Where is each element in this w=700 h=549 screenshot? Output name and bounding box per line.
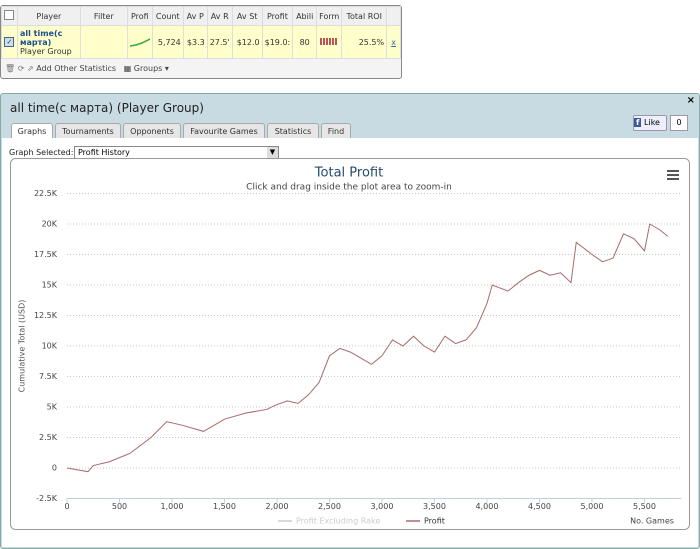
panel-title: all time(с марта) (Player Group)	[10, 101, 204, 115]
x-tick-label: 5,000	[581, 502, 604, 511]
like-button[interactable]: f Like	[633, 115, 667, 131]
tab[interactable]: Tournaments	[55, 123, 121, 139]
x-tick-label: 2,000	[266, 502, 289, 511]
y-tick-label: 7.5K	[39, 372, 58, 381]
x-tick-label: 4,000	[476, 502, 499, 511]
x-tick-label: 4,500	[528, 502, 551, 511]
chart-subtitle: Click and drag inside the plot area to z…	[246, 183, 452, 193]
x-tick-label: 3,500	[423, 502, 446, 511]
header[interactable]: Profit	[261, 6, 294, 26]
y-tick-label: 10K	[42, 342, 58, 351]
y-tick-label: 17.5K	[34, 250, 58, 259]
checkbox[interactable]	[1, 6, 18, 26]
tab[interactable]: Statistics	[267, 123, 319, 139]
y-axis-label: Cumulative Total (USD)	[18, 300, 27, 393]
y-tick-label: 22.5K	[34, 189, 58, 198]
player-name[interactable]: all time(с марта)	[19, 28, 63, 47]
cell: 25.5%	[341, 25, 388, 59]
form-bars	[316, 25, 343, 59]
header[interactable]: Av P	[182, 6, 208, 26]
groups[interactable]: Groups	[133, 64, 163, 73]
form-svg	[320, 38, 338, 45]
x-tick-label: 500	[112, 502, 127, 511]
cell: 80	[292, 25, 318, 59]
header[interactable]: Av R	[206, 6, 233, 26]
menu-icon[interactable]	[667, 170, 679, 180]
header[interactable]: Av St	[231, 6, 263, 26]
y-tick-label: 0	[52, 464, 57, 473]
tab[interactable]: Find	[321, 123, 351, 139]
profit-line	[66, 223, 668, 473]
header[interactable]: Filter	[79, 6, 128, 26]
chart-frame	[10, 158, 690, 530]
chart: Total Profit Click and drag inside the p…	[10, 158, 690, 530]
add-stats[interactable]: Add Other Statistics	[36, 64, 117, 73]
graph-select-value: Profit History	[78, 148, 130, 157]
sparkline	[126, 25, 153, 59]
y-tick-label: -2.5K	[36, 494, 58, 503]
like-label: Like	[644, 118, 660, 127]
y-tick-label: 20K	[42, 220, 58, 229]
cell: 27.5'	[206, 25, 233, 59]
x-tick-label: 0	[64, 502, 69, 511]
cell: $3.3	[182, 25, 208, 59]
y-tick-label: 2.5K	[39, 433, 58, 442]
x-tick-label: 2,500	[318, 502, 341, 511]
graph-selected-label: Graph Selected:	[9, 148, 74, 157]
header[interactable]: Count	[151, 6, 184, 26]
header[interactable]: Total ROI	[341, 6, 388, 26]
x-tick-label: 1,500	[213, 502, 236, 511]
legend-label[interactable]: Profit	[424, 517, 445, 526]
close[interactable]: ×	[686, 95, 695, 106]
x-tick-label: 3,000	[371, 502, 394, 511]
player-type: Player Group	[19, 46, 72, 56]
tab[interactable]: Opponents	[123, 123, 181, 139]
remove[interactable]: x	[386, 25, 401, 59]
x-axis-label: No. Games	[630, 517, 674, 526]
x-tick-label: 1,000	[161, 502, 184, 511]
x-tick-label: 5,500	[633, 502, 656, 511]
tab[interactable]: Graphs	[11, 123, 53, 139]
legend-label[interactable]: Profit Excluding Rake	[296, 517, 380, 526]
cell: $19.0:	[261, 25, 294, 59]
y-tick-label: 5K	[47, 403, 58, 412]
stats-table: Player Filter Profi Count Av P Av R Av S…	[0, 5, 402, 79]
cell: 5,724	[151, 25, 184, 59]
header[interactable]: Profi	[126, 6, 153, 26]
y-tick-label: 15K	[42, 281, 58, 290]
tab[interactable]: Favourite Games	[183, 123, 265, 139]
header[interactable]: Player	[16, 6, 81, 26]
header[interactable]: Abili	[292, 6, 318, 26]
cell: $12.0	[231, 25, 263, 59]
footer: 🗑 ⟳ ⇗ Add Other Statistics ▦ Groups ▾	[5, 64, 169, 73]
like-count: 0	[670, 115, 688, 131]
table: Player Filter Profi Count Av P Av R Av S…	[1, 6, 401, 59]
sparkline-svg	[129, 38, 151, 47]
y-tick-label: 12.5K	[34, 311, 58, 320]
header[interactable]: Form	[316, 6, 343, 26]
checkbox[interactable]: ✓	[1, 25, 18, 59]
chart-title: Total Profit	[314, 166, 383, 181]
